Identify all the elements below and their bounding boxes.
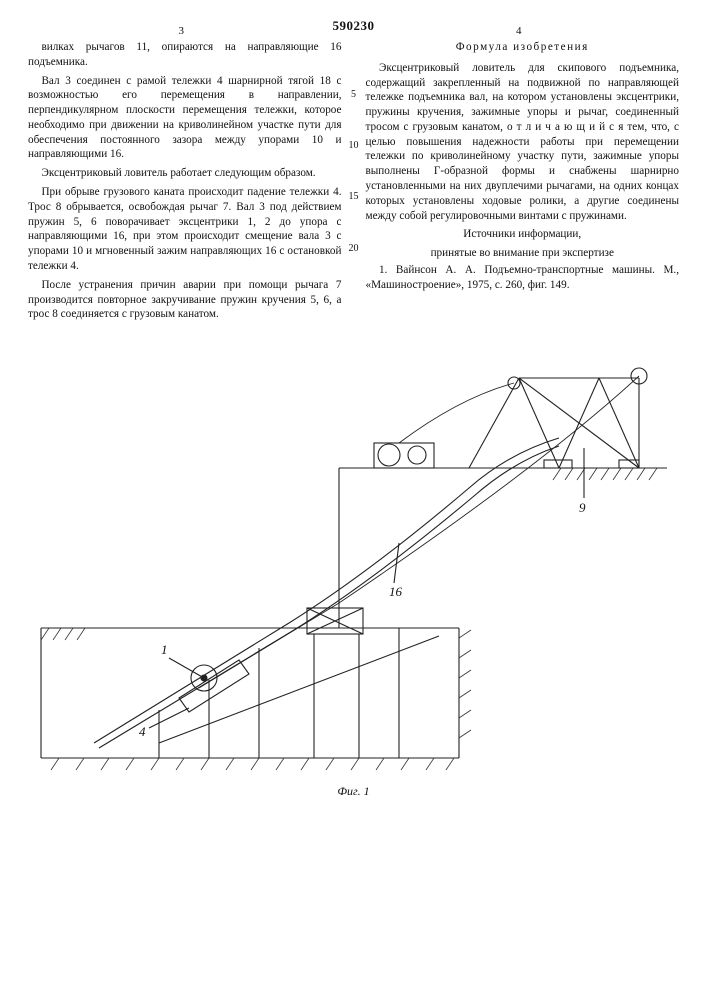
- col-num-4: 4: [516, 24, 522, 39]
- left-column: 3 вилках рычагов 11, опираются на направ…: [28, 40, 342, 326]
- text-columns: 5 10 15 20 3 вилках рычагов 11, опираютс…: [28, 40, 679, 326]
- gutter-5: 5: [346, 88, 362, 101]
- left-p1: вилках рычагов 11, опираются на направля…: [28, 40, 342, 70]
- sources-title-2: принятые во внимание при экспертизе: [366, 246, 680, 261]
- gutter-10: 10: [346, 139, 362, 152]
- patent-number: 590230: [28, 18, 679, 34]
- claim-text: Эксцентриковый ловитель для скипового по…: [366, 61, 680, 224]
- gutter-line-numbers: 5 10 15 20: [346, 88, 362, 255]
- sources-title-1: Источники информации,: [366, 227, 680, 242]
- col-num-3: 3: [178, 24, 184, 39]
- fig-label-9: 9: [579, 500, 586, 515]
- right-column: 4 Формула изобретения Эксцентриковый лов…: [366, 40, 680, 326]
- figure-1: 1 4 16 9 Фиг. 1: [28, 348, 679, 799]
- fig-label-1: 1: [161, 642, 168, 657]
- left-p3: Эксцентриковый ловитель работает следующ…: [28, 166, 342, 181]
- fig-label-16: 16: [389, 584, 403, 599]
- left-p5: После устранения причин аварии при помощ…: [28, 278, 342, 322]
- left-p2: Вал 3 соединен с рамой тележки 4 шарнирн…: [28, 74, 342, 163]
- left-p4: При обрыве грузового каната происходит п…: [28, 185, 342, 274]
- figure-svg: 1 4 16 9: [39, 348, 669, 778]
- source-1: 1. Вайнсон А. А. Подъемно-транспортные м…: [366, 263, 680, 293]
- gutter-15: 15: [346, 190, 362, 203]
- fig-label-4: 4: [139, 724, 146, 739]
- claims-title: Формула изобретения: [366, 40, 680, 55]
- figure-caption: Фиг. 1: [28, 784, 679, 799]
- gutter-20: 20: [346, 242, 362, 255]
